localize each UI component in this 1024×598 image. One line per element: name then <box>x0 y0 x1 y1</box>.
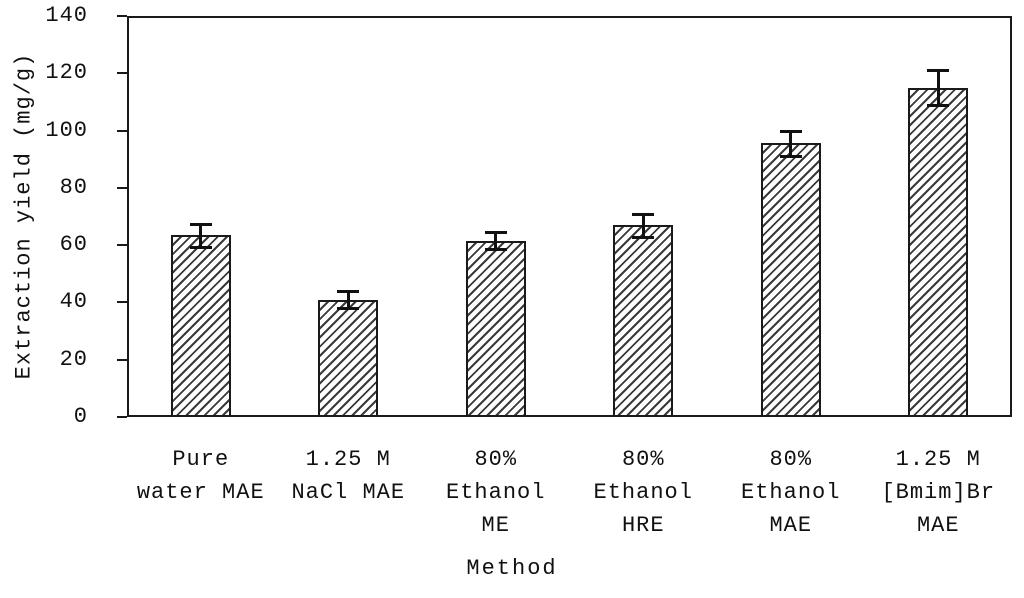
error-bar-cap-top <box>632 212 655 216</box>
bar <box>613 225 674 417</box>
y-axis-title: Extraction yield (mg/g) <box>11 52 37 380</box>
category-label: 1.25 M [Bmim]Br MAE <box>881 447 996 538</box>
error-bar <box>641 213 645 237</box>
error-bar-cap-top <box>484 231 507 235</box>
plot-area <box>127 16 1012 417</box>
y-tick-mark <box>117 15 127 17</box>
error-bar-cap-top <box>189 222 212 226</box>
error-bar-cap-bottom <box>337 307 360 311</box>
y-tick-label: 40 <box>59 289 88 315</box>
y-tick-label: 0 <box>73 404 88 429</box>
category-label: 80% Ethanol ME <box>446 447 546 538</box>
y-tick-label: 80 <box>59 174 88 200</box>
y-tick-label: 100 <box>45 117 88 143</box>
bar <box>170 235 231 417</box>
category-label: 80% Ethanol MAE <box>741 447 841 538</box>
error-bar <box>494 232 498 250</box>
y-tick-mark <box>117 72 127 75</box>
y-tick-label: 140 <box>45 3 88 28</box>
y-tick-label: 60 <box>59 232 88 258</box>
bar <box>760 143 821 417</box>
error-bar-cap-bottom <box>927 103 950 107</box>
y-tick-mark <box>117 244 127 247</box>
category-label: 80% Ethanol HRE <box>593 447 693 538</box>
bar <box>465 240 526 417</box>
error-bar <box>199 223 203 247</box>
y-tick-mark <box>117 358 127 361</box>
y-tick-mark <box>117 416 127 418</box>
y-tick-mark <box>117 301 127 304</box>
error-bar-cap-top <box>927 69 950 73</box>
error-bar-cap-top <box>337 289 360 293</box>
error-bar-cap-bottom <box>779 155 802 159</box>
error-bar-cap-bottom <box>484 248 507 252</box>
error-bar-cap-top <box>779 129 802 133</box>
y-tick-mark <box>117 186 127 189</box>
bar <box>318 299 379 417</box>
y-tick-label: 120 <box>45 60 88 86</box>
error-bar <box>936 70 940 105</box>
x-axis-title: Method <box>466 556 558 581</box>
bar <box>908 87 969 417</box>
error-bar <box>346 290 350 309</box>
error-bar <box>789 130 793 157</box>
y-tick-label: 20 <box>59 346 88 372</box>
category-label: Pure water MAE <box>136 447 265 505</box>
error-bar-cap-bottom <box>189 245 212 249</box>
category-label: 1.25 M NaCl MAE <box>291 447 406 505</box>
error-bar-cap-bottom <box>632 235 655 239</box>
y-tick-mark <box>117 129 127 132</box>
